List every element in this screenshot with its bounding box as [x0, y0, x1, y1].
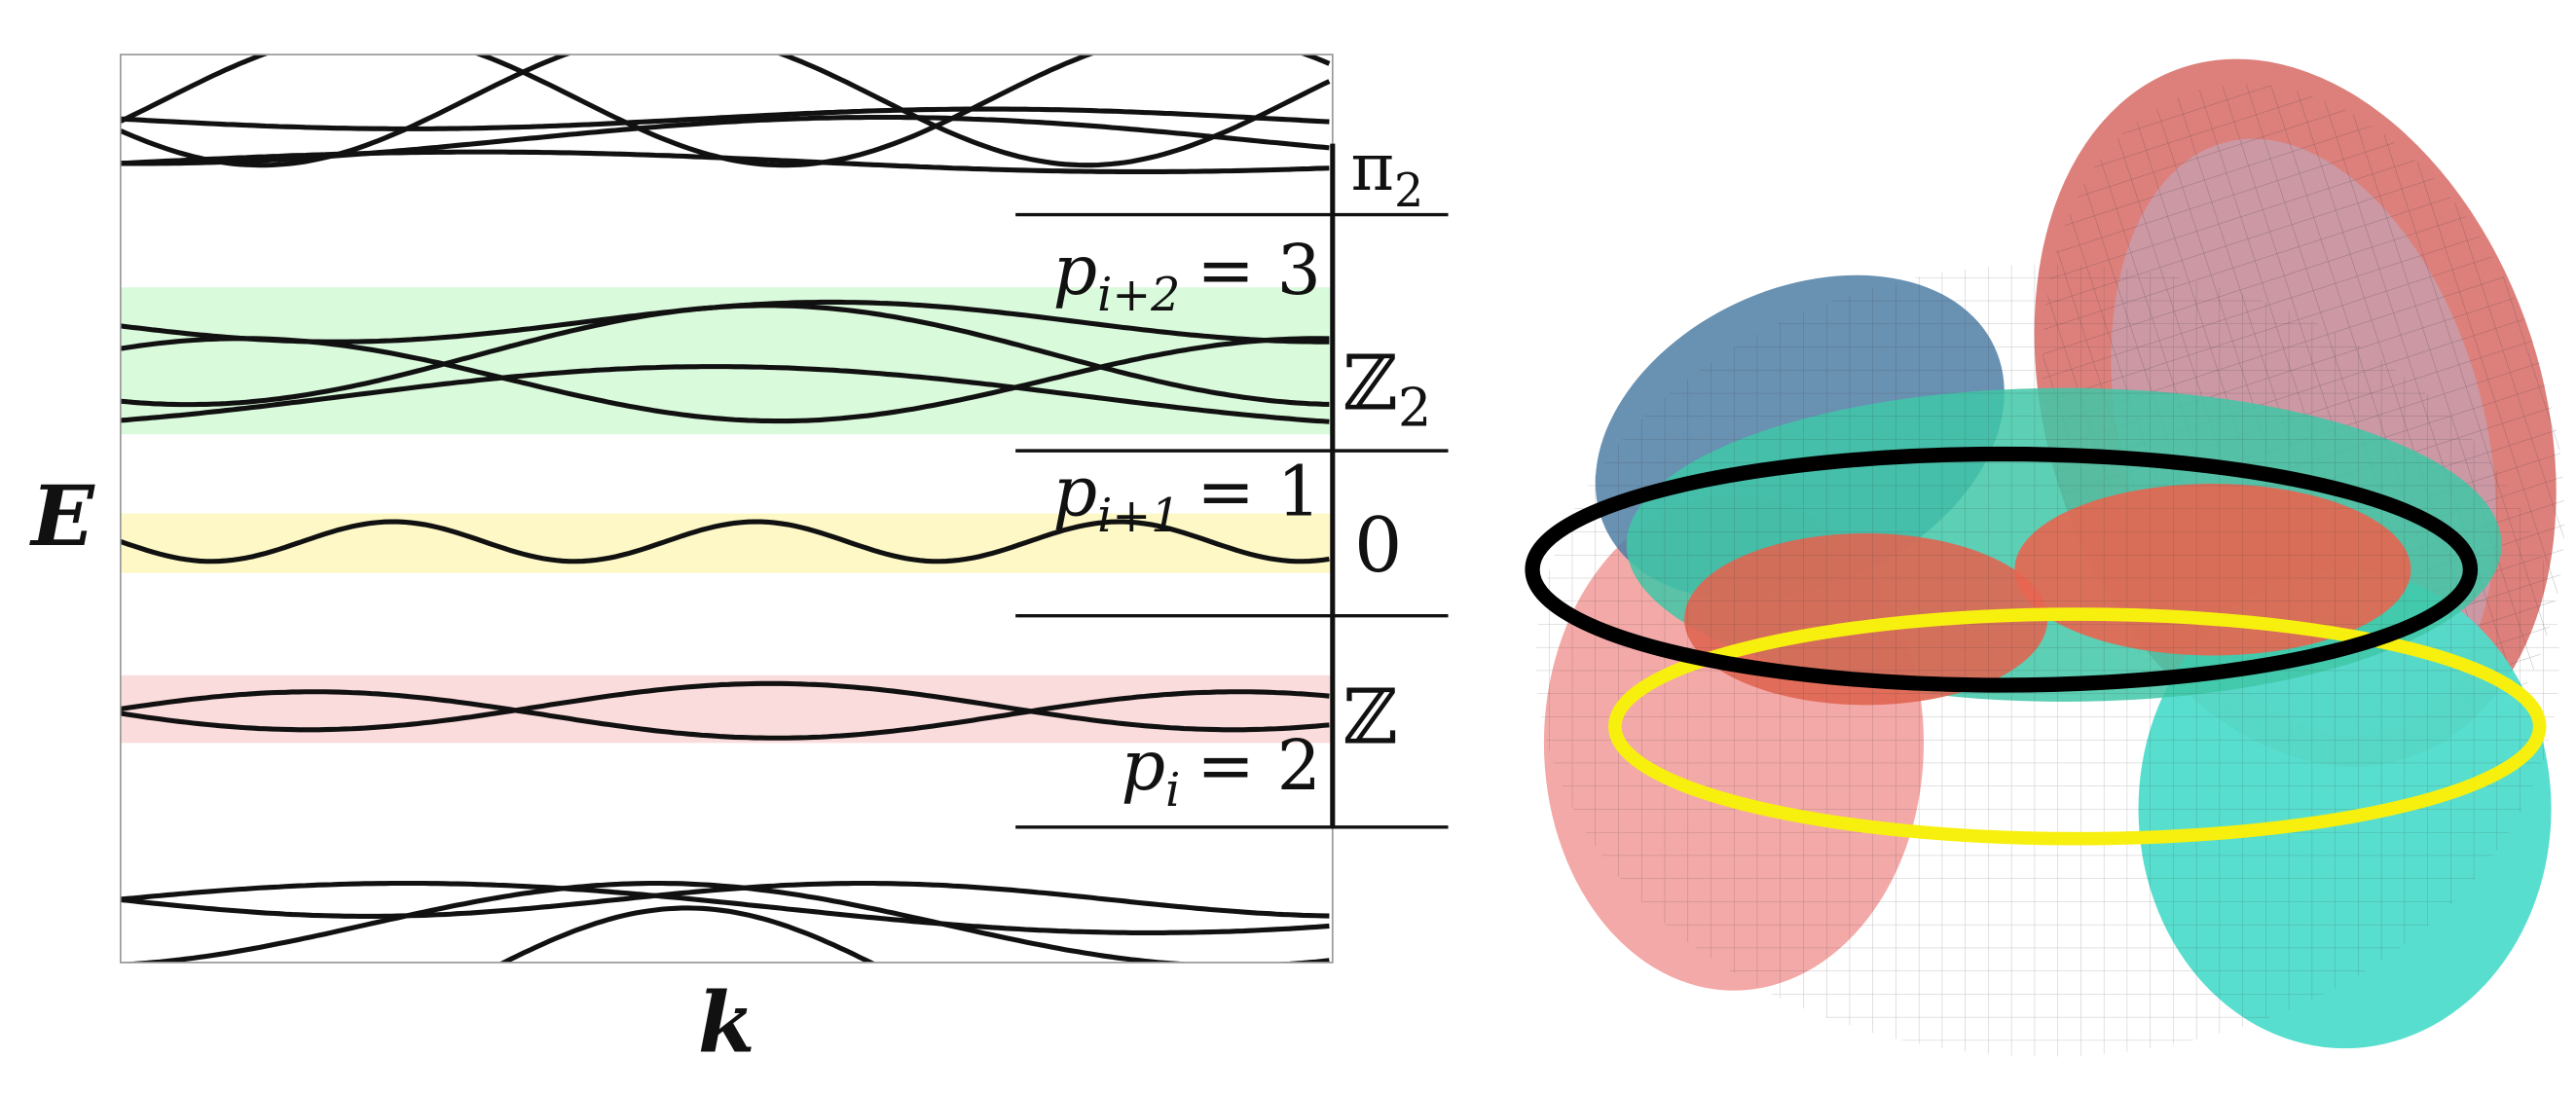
ann-rhs: = 2 — [1196, 725, 1321, 806]
band-curve — [120, 55, 1331, 168]
band-curves — [120, 55, 1331, 963]
ann-base: p — [1122, 725, 1166, 806]
ann-sub: i+2 — [1097, 269, 1180, 322]
black-ring — [1525, 446, 2479, 693]
surface-illustration — [1525, 58, 2565, 1057]
annotation: pi+2 = 3 — [1053, 230, 1321, 322]
y-axis-label: E — [29, 467, 95, 565]
ann-rhs: = 1 — [1196, 451, 1321, 531]
annotation: ℤ2 — [1343, 341, 1431, 439]
ann-rhs: = 3 — [1196, 230, 1321, 310]
x-axis-label: k — [698, 974, 755, 1072]
band-curve — [120, 880, 1330, 935]
band-curve — [120, 303, 1330, 408]
band-curve — [120, 55, 1331, 168]
band-panel: E k π2 pi+2 = 3 ℤ2 pi+1 = 1 0 ℤ pi = 2 — [29, 54, 1449, 1072]
annotation: 0 — [1354, 502, 1403, 590]
ann-sub: i — [1165, 764, 1180, 818]
ann-sub: 2 — [1398, 378, 1432, 439]
ann-sub: i+1 — [1097, 490, 1180, 543]
separators — [1015, 212, 1449, 829]
ann-base: ℤ — [1343, 341, 1398, 428]
band-curve — [120, 880, 1330, 963]
band-curve — [497, 905, 1330, 963]
ann-base: p — [1053, 451, 1098, 531]
annotation: ℤ — [1343, 674, 1398, 761]
band-curve — [120, 680, 1330, 733]
annotation: pi = 2 — [1122, 725, 1321, 818]
band-curve — [120, 689, 1330, 741]
band-curve — [120, 880, 1330, 919]
ann-base: π — [1350, 128, 1394, 205]
band-curve — [120, 106, 1330, 131]
ann-sub: 2 — [1394, 164, 1423, 218]
band-curve — [120, 364, 1330, 424]
band-curve — [120, 336, 1330, 424]
ann-base: p — [1053, 230, 1098, 310]
annotation: pi+1 = 1 — [1053, 451, 1321, 543]
annotation: π2 — [1350, 128, 1423, 218]
yellow-ring — [1608, 607, 2547, 846]
band-curve — [120, 519, 1330, 565]
